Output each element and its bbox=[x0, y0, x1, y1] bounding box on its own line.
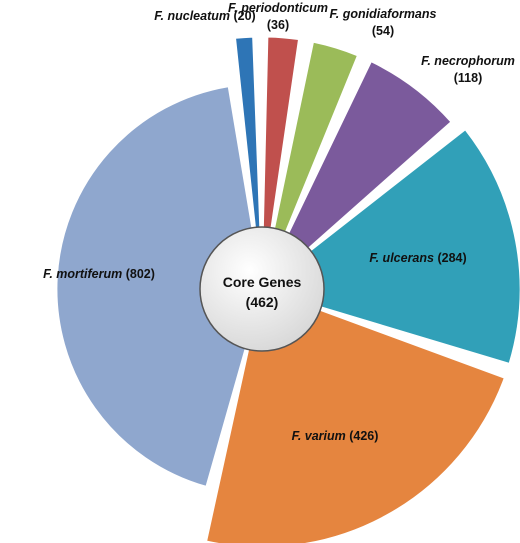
label-f-ulcerans: F. ulcerans (284) bbox=[369, 251, 466, 265]
slice-f-ulcerans bbox=[261, 129, 520, 364]
label-f-varium: F. varium (426) bbox=[292, 429, 379, 443]
pie-slices bbox=[56, 36, 520, 543]
slice-name-f-necrophorum: F. necrophorum bbox=[421, 54, 515, 68]
slice-name-f-nucleatum: F. nucleatum bbox=[154, 9, 230, 23]
label-f-mortiferum: F. mortiferum (802) bbox=[43, 267, 155, 281]
slice-name-f-gonidiaformans: F. gonidiaformans bbox=[330, 7, 437, 21]
slice-name-f-varium: F. varium bbox=[292, 429, 346, 443]
core-genes-count: (462) bbox=[246, 294, 279, 310]
slice-f-nucleatum bbox=[235, 36, 263, 290]
slice-name-f-mortiferum: F. mortiferum bbox=[43, 267, 122, 281]
core-genes-label: Core Genes bbox=[223, 274, 302, 290]
core-genes-circle: Core Genes (462) bbox=[199, 226, 325, 352]
slice-name-f-periodonticum: F. periodonticum bbox=[228, 1, 328, 15]
slice-f-periodonticum bbox=[261, 36, 299, 290]
slice-count-f-gonidiaformans: (54) bbox=[372, 24, 394, 38]
slice-count-f-mortiferum: (802) bbox=[122, 267, 155, 281]
slice-f-varium bbox=[206, 288, 505, 543]
slice-count-f-ulcerans: (284) bbox=[434, 251, 467, 265]
slice-f-mortiferum bbox=[56, 86, 263, 487]
slice-count-f-periodonticum: (36) bbox=[267, 18, 289, 32]
slice-f-gonidiaformans bbox=[261, 41, 358, 290]
slice-count-f-nucleatum: (20) bbox=[230, 9, 256, 23]
slice-name-f-ulcerans: F. ulcerans bbox=[369, 251, 434, 265]
label-f-nucleatum: F. nucleatum (20) bbox=[154, 9, 255, 23]
slice-labels: F. nucleatum (20)F. periodonticum (36)F. … bbox=[43, 1, 515, 443]
label-f-periodonticum: F. periodonticum (36) bbox=[228, 1, 328, 32]
slice-count-f-necrophorum: (118) bbox=[454, 71, 483, 85]
label-f-necrophorum: F. necrophorum (118) bbox=[421, 54, 515, 85]
core-circle-shape bbox=[199, 226, 325, 352]
slice-f-necrophorum bbox=[261, 61, 452, 290]
slice-count-f-varium: (426) bbox=[346, 429, 379, 443]
label-f-gonidiaformans: F. gonidiaformans (54) bbox=[330, 7, 437, 38]
